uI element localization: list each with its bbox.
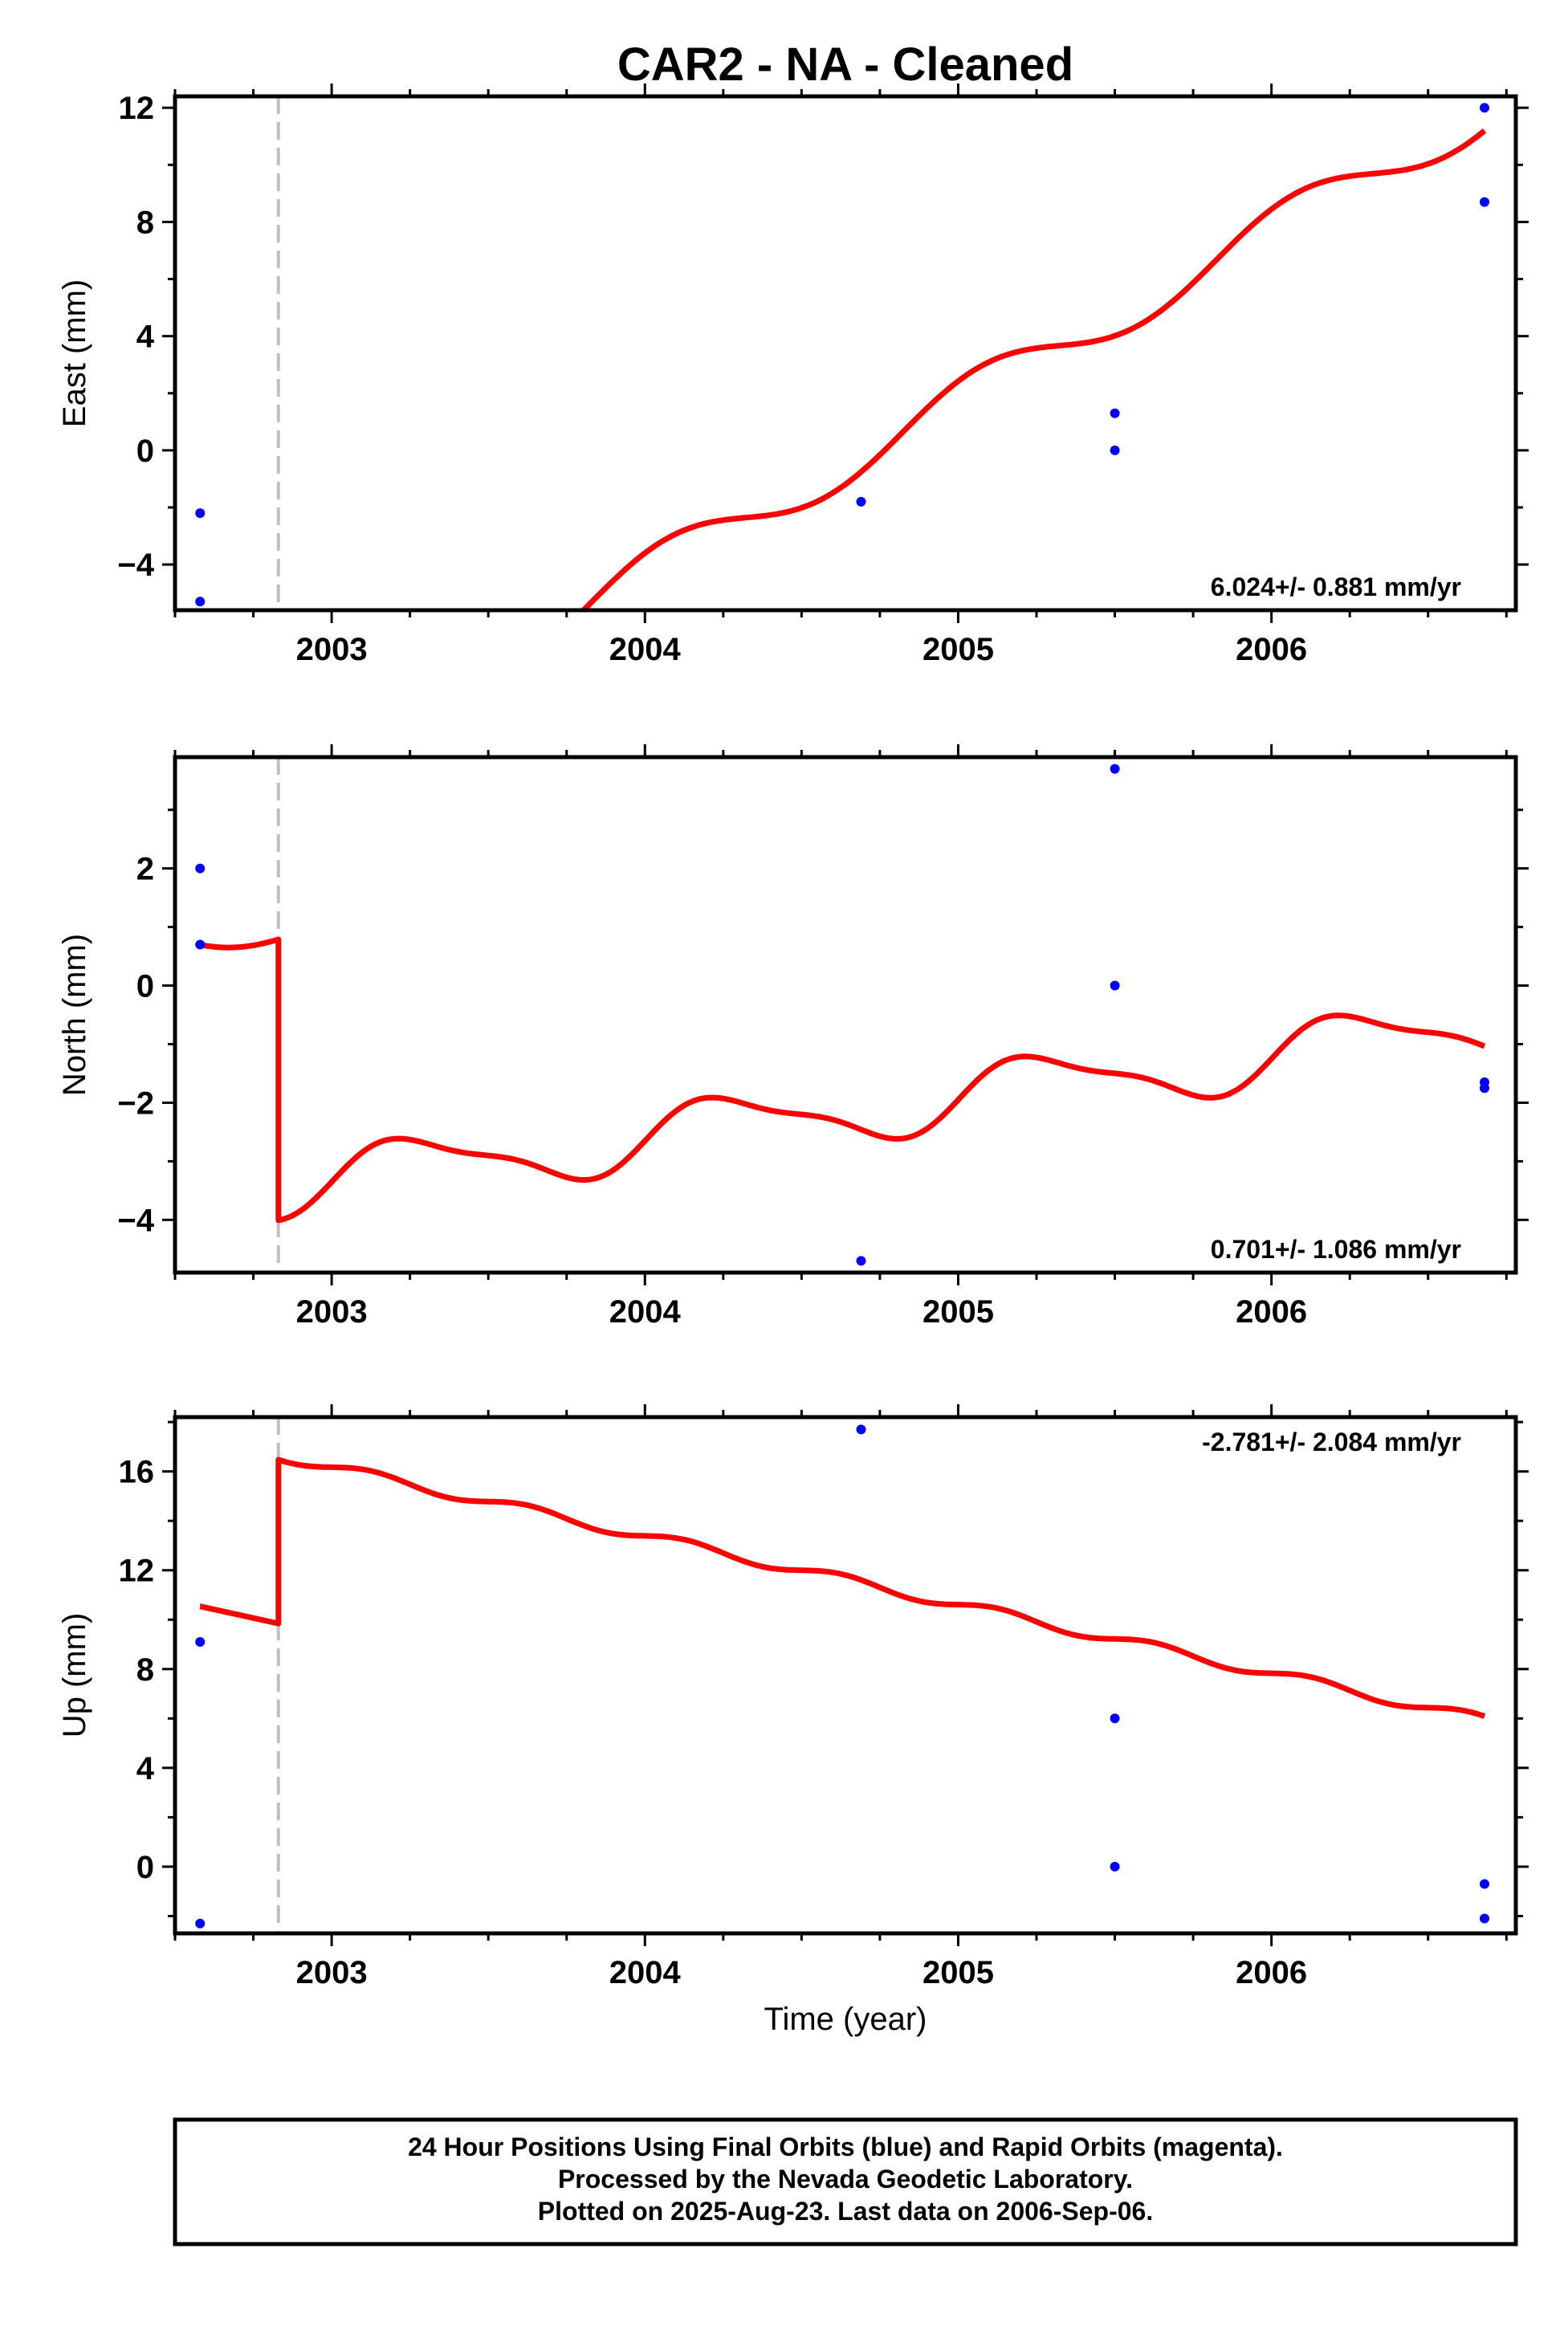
model-curve [579, 128, 1487, 610]
y-tick-label: −4 [117, 1203, 154, 1238]
y-tick-label: 8 [136, 1652, 154, 1688]
plot-frame [173, 94, 1518, 613]
y-tick-label: 0 [136, 434, 154, 469]
x-tick-label: 2003 [296, 1955, 368, 1990]
data-point [195, 1637, 206, 1647]
data-point [1110, 764, 1120, 774]
panel-north: 2003 2004 2005 2006 −4 −2 0 2 North (mm) 0.701+/-… [57, 744, 1529, 1330]
footer-box: 24 Hour Positions Using Final Orbits (bl… [173, 2117, 1518, 2246]
y-tick-label: 2 [136, 852, 154, 887]
y-tick-label: 4 [136, 1751, 155, 1786]
data-point [1110, 445, 1120, 455]
x-tick-label: 2004 [609, 1955, 682, 1990]
data-point [1110, 1861, 1120, 1872]
y-tick-label: −4 [117, 548, 154, 583]
x-tick-label: 2006 [1236, 632, 1307, 667]
data-point [195, 939, 206, 950]
data-point [1110, 408, 1120, 418]
data-point [1480, 103, 1489, 113]
model-curve [198, 1456, 1486, 1719]
data-point [195, 1918, 206, 1929]
footer-line-1: 24 Hour Positions Using Final Orbits (bl… [408, 2132, 1283, 2161]
x-tick-label: 2006 [1236, 1294, 1307, 1330]
data-point [195, 597, 206, 607]
plot-frame [173, 1415, 1518, 1936]
y-axis-label: Up (mm) [57, 1613, 92, 1738]
rate-label: 0.701+/- 1.086 mm/yr [1211, 1235, 1461, 1264]
data-point [1110, 980, 1120, 991]
footer-frame [173, 2117, 1518, 2246]
data-point [1480, 197, 1489, 207]
y-tick-label: 12 [119, 91, 155, 126]
y-tick-label: 12 [119, 1554, 155, 1589]
y-axis-label: North (mm) [57, 934, 92, 1096]
y-axis-label: East (mm) [57, 279, 92, 427]
data-point [856, 496, 866, 507]
model-curve [198, 936, 1486, 1224]
y-tick-label: 4 [136, 320, 155, 355]
x-tick-label: 2005 [922, 1294, 994, 1330]
y-tick-label: 0 [136, 1850, 154, 1885]
data-point [856, 1424, 866, 1435]
panel-up: 2003 2004 2005 2006 0 4 8 12 16 Up (mm) -2.781+/- … [57, 1404, 1529, 1990]
data-point [1480, 1083, 1489, 1094]
y-tick-label: 8 [136, 205, 154, 240]
x-tick-label: 2005 [922, 1955, 994, 1990]
plot-frame [173, 755, 1518, 1275]
data-point [1110, 1713, 1120, 1724]
data-point [195, 863, 206, 874]
y-tick-label: 16 [119, 1455, 155, 1490]
x-tick-label: 2003 [296, 1294, 368, 1330]
x-tick-label: 2004 [609, 632, 682, 667]
y-tick-label: 0 [136, 969, 154, 1004]
y-tick-label: −2 [117, 1086, 154, 1121]
panel-east: 2003 2004 2005 2006 −4 0 4 8 12 East (mm) 6.024+/-… [57, 84, 1529, 667]
rate-label: 6.024+/- 0.881 mm/yr [1211, 572, 1461, 601]
data-point [1480, 1879, 1489, 1889]
rate-label: -2.781+/- 2.084 mm/yr [1202, 1428, 1461, 1456]
footer-line-2: Processed by the Nevada Geodetic Laborat… [558, 2165, 1133, 2194]
data-point [856, 1256, 866, 1266]
x-axis-label: Time (year) [764, 2002, 927, 2037]
x-tick-label: 2003 [296, 632, 368, 667]
figure-title: CAR2 - NA - Cleaned [617, 39, 1073, 91]
data-point [195, 508, 206, 519]
x-tick-label: 2005 [922, 632, 994, 667]
footer-line-3: Plotted on 2025-Aug-23. Last data on 200… [538, 2197, 1153, 2226]
data-point [1480, 1913, 1489, 1924]
x-tick-label: 2006 [1236, 1955, 1307, 1990]
x-tick-label: 2004 [609, 1294, 682, 1330]
